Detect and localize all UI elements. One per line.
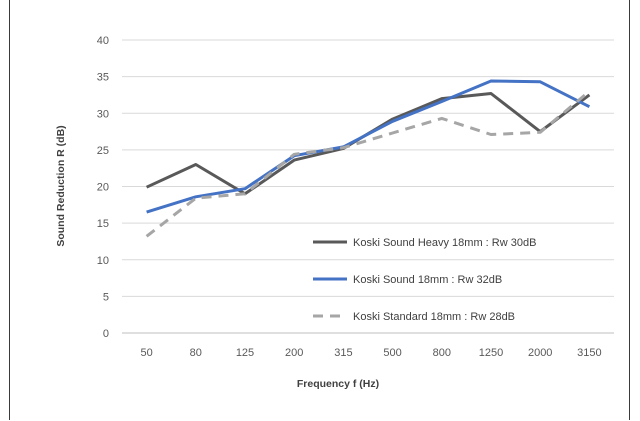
x-tick-label: 500 xyxy=(383,347,401,359)
series-line-3 xyxy=(145,90,591,238)
y-tick-labels: 0 5 10 15 20 25 30 35 40 xyxy=(97,35,109,340)
x-tick-label: 1250 xyxy=(479,347,503,359)
y-tick-label: 25 xyxy=(97,145,109,157)
legend-label: Koski Sound Heavy 18mm : Rw 30dB xyxy=(353,237,536,249)
x-tick-label: 200 xyxy=(285,347,303,359)
gridlines xyxy=(122,39,614,334)
x-tick-label: 80 xyxy=(190,347,202,359)
series-line-1 xyxy=(145,92,591,196)
y-tick-label: 40 xyxy=(97,35,109,47)
series-lines xyxy=(145,79,591,238)
x-tick-label: 315 xyxy=(334,347,352,359)
y-tick-label: 10 xyxy=(97,255,109,267)
y-axis-title: Sound Reduction R (dB) xyxy=(55,125,67,246)
x-tick-label: 50 xyxy=(140,347,152,359)
legend: Koski Sound Heavy 18mm : Rw 30dB Koski So… xyxy=(313,237,536,323)
series-line-2 xyxy=(146,79,591,214)
legend-label: Koski Sound 18mm : Rw 32dB xyxy=(353,274,502,286)
chart-frame xyxy=(9,0,630,420)
x-tick-label: 2000 xyxy=(528,347,552,359)
legend-label: Koski Standard 18mm : Rw 28dB xyxy=(353,311,515,323)
y-tick-label: 0 xyxy=(103,328,109,340)
y-tick-label: 30 xyxy=(97,108,109,120)
x-tick-label: 125 xyxy=(236,347,254,359)
y-tick-label: 5 xyxy=(103,291,109,303)
y-tick-label: 35 xyxy=(97,72,109,84)
x-tick-labels: 50 80 125 200 315 500 800 1250 2000 3150 xyxy=(140,347,601,359)
x-axis-title: Frequency f (Hz) xyxy=(297,378,379,390)
x-tick-label: 800 xyxy=(433,347,451,359)
y-tick-label: 20 xyxy=(97,182,109,194)
x-tick-label: 3150 xyxy=(577,347,601,359)
y-tick-label: 15 xyxy=(97,218,109,230)
